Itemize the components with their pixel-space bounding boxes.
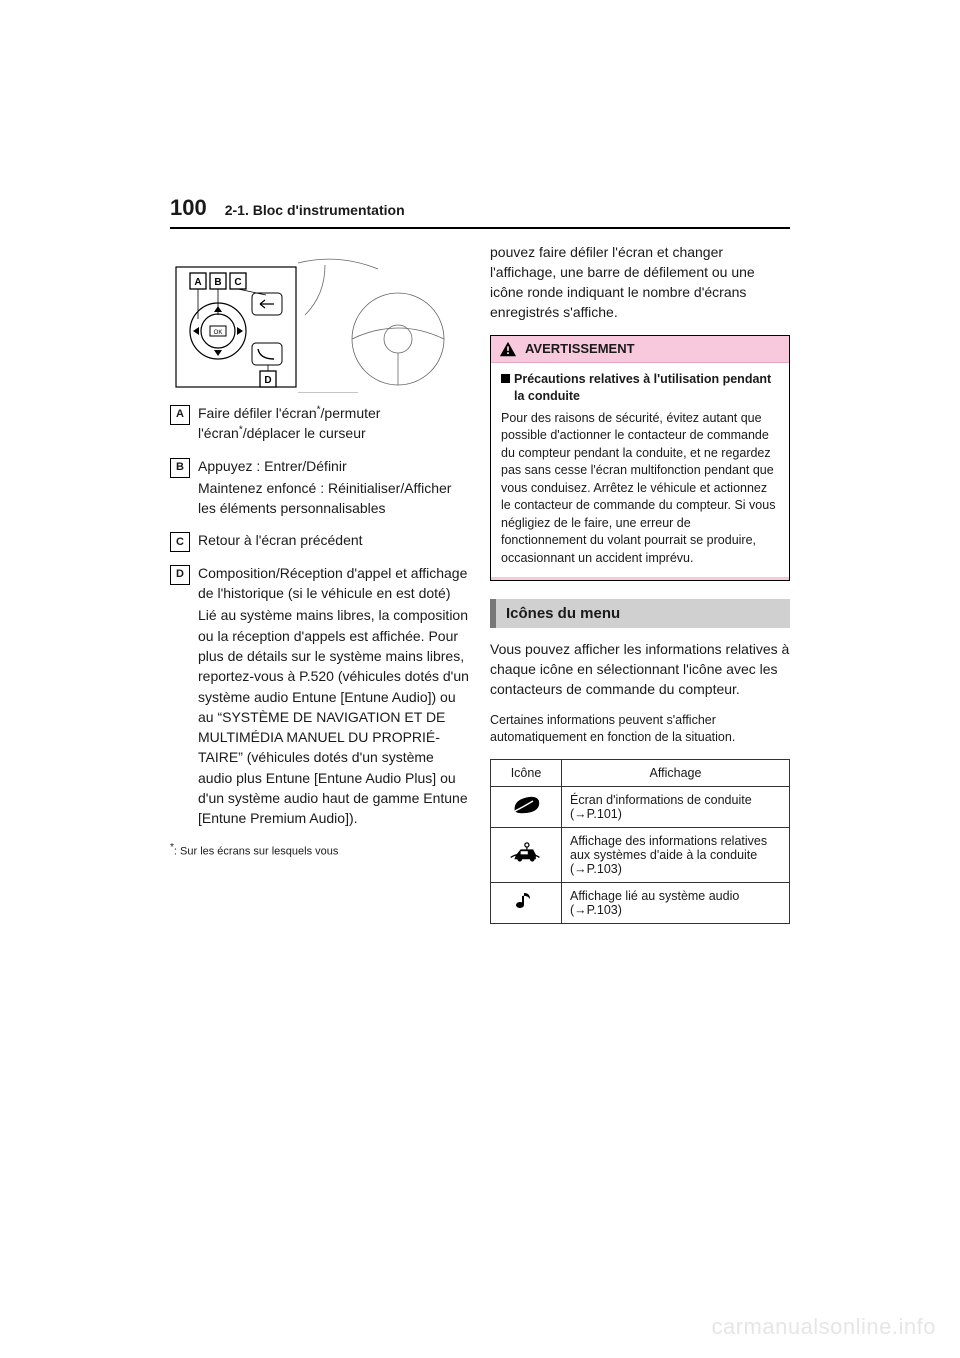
right-column: pouvez faire défiler l'écran et changer … bbox=[490, 243, 790, 924]
item-d-text-1: Composition/Réception d'appel et afficha… bbox=[198, 563, 470, 604]
svg-text:OK: OK bbox=[214, 330, 223, 336]
continuation-text: pouvez faire défiler l'écran et changer … bbox=[490, 243, 790, 323]
diagram-label-d: D bbox=[264, 375, 271, 386]
icon-table: Icône Affichage Écran d'informations de … bbox=[490, 759, 790, 924]
row-2-text: Affichage lié au système audio (→P.103) bbox=[562, 882, 790, 923]
steering-wheel-diagram: OK bbox=[170, 243, 470, 393]
page: 100 2-1. Bloc d'instrumentation OK bbox=[0, 0, 960, 1358]
left-column: OK bbox=[170, 243, 470, 924]
warning-box: AVERTISSEMENT Précautions relatives à l'… bbox=[490, 335, 790, 582]
item-c-body: Retour à l'écran précédent bbox=[198, 530, 470, 552]
th-display: Affichage bbox=[562, 759, 790, 786]
label-box-d: D bbox=[170, 565, 190, 585]
icon-cell-leaf bbox=[491, 786, 562, 827]
warning-subhead-text: Précautions relatives à l'utili­sation p… bbox=[514, 371, 779, 406]
row-1-text: Affichage des informa­tions relatives au… bbox=[562, 827, 790, 882]
footnote-text: : Sur les écrans sur lesquels vous bbox=[174, 845, 338, 857]
item-c: C Retour à l'écran précédent bbox=[170, 530, 470, 552]
item-d-text-2: Lié au système mains libres, la composit… bbox=[198, 605, 470, 828]
warning-body: Précautions relatives à l'utili­sation p… bbox=[491, 363, 789, 581]
warning-triangle-icon bbox=[499, 341, 517, 357]
section-title: 2-1. Bloc d'instrumentation bbox=[225, 202, 405, 218]
menu-note: Certaines informations peuvent s'affiche… bbox=[490, 712, 790, 747]
th-icon: Icône bbox=[491, 759, 562, 786]
item-d-body: Composition/Réception d'appel et afficha… bbox=[198, 563, 470, 831]
item-b-text-2: Maintenez enfoncé : Réinitia­liser/Affic… bbox=[198, 478, 470, 519]
diagram-label-c: C bbox=[234, 277, 241, 288]
table-row: Affichage lié au système audio (→P.103) bbox=[491, 882, 790, 923]
table-row: Écran d'informations de conduite (→P.101… bbox=[491, 786, 790, 827]
menu-intro: Vous pouvez afficher les infor­mations r… bbox=[490, 640, 790, 700]
icon-cell-car-assist bbox=[491, 827, 562, 882]
control-descriptions: A Faire défiler l'écran*/permu­ter l'écr… bbox=[170, 403, 470, 831]
diagram-label-a: A bbox=[194, 277, 201, 288]
item-a: A Faire défiler l'écran*/permu­ter l'écr… bbox=[170, 403, 470, 446]
item-c-text: Retour à l'écran précédent bbox=[198, 530, 470, 550]
icon-cell-music bbox=[491, 882, 562, 923]
menu-icons-heading: Icônes du menu bbox=[490, 599, 790, 628]
two-column-layout: OK bbox=[170, 243, 790, 924]
table-header-row: Icône Affichage bbox=[491, 759, 790, 786]
page-number: 100 bbox=[170, 195, 207, 221]
warning-title: AVERTISSEMENT bbox=[525, 341, 635, 356]
bullet-square-icon bbox=[501, 374, 510, 383]
label-box-c: C bbox=[170, 532, 190, 552]
label-box-a: A bbox=[170, 405, 190, 425]
header-rule bbox=[170, 227, 790, 229]
music-note-icon bbox=[509, 902, 543, 916]
warning-header: AVERTISSEMENT bbox=[491, 336, 789, 363]
diagram-label-b: B bbox=[214, 277, 221, 288]
label-box-b: B bbox=[170, 458, 190, 478]
car-assist-icon bbox=[509, 854, 543, 868]
table-row: Affichage des informa­tions relatives au… bbox=[491, 827, 790, 882]
item-a-body: Faire défiler l'écran*/permu­ter l'écran… bbox=[198, 403, 470, 446]
leaf-icon bbox=[509, 806, 543, 820]
content-area: 100 2-1. Bloc d'instrumentation OK bbox=[170, 195, 790, 924]
watermark: carmanualsonline.info bbox=[711, 1314, 936, 1340]
item-d: D Composition/Réception d'appel et affic… bbox=[170, 563, 470, 831]
item-a-text: Faire défiler l'écran*/permu­ter l'écran… bbox=[198, 403, 470, 444]
item-b: B Appuyez : Entrer/Définir Maintenez enf… bbox=[170, 456, 470, 521]
warning-subhead: Précautions relatives à l'utili­sation p… bbox=[501, 371, 779, 406]
item-b-body: Appuyez : Entrer/Définir Maintenez enfon… bbox=[198, 456, 470, 521]
warning-body-text: Pour des raisons de sécurité, évi­tez au… bbox=[501, 410, 779, 568]
footnote: *: Sur les écrans sur lesquels vous bbox=[170, 841, 470, 860]
item-b-text-1: Appuyez : Entrer/Définir bbox=[198, 456, 470, 476]
diagram-svg: OK bbox=[170, 243, 470, 393]
row-0-text: Écran d'informations de conduite (→P.101… bbox=[562, 786, 790, 827]
page-header: 100 2-1. Bloc d'instrumentation bbox=[170, 195, 790, 221]
